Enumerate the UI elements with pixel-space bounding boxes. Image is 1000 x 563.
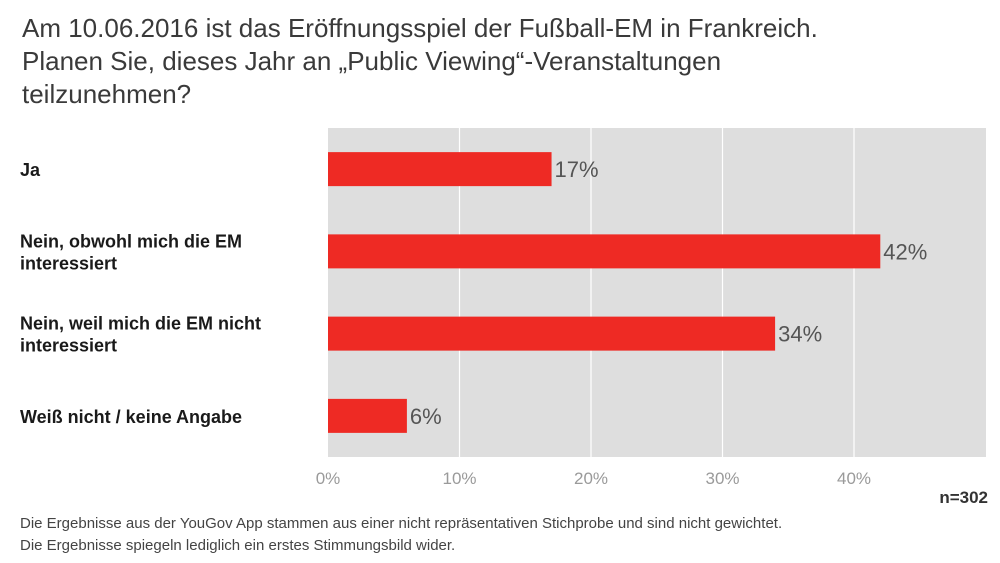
category-label: Ja xyxy=(20,160,41,180)
x-tick-label: 10% xyxy=(442,469,476,488)
x-tick-label: 40% xyxy=(837,469,871,488)
data-label: 34% xyxy=(778,322,822,347)
x-tick-label: 20% xyxy=(574,469,608,488)
bar xyxy=(328,234,881,269)
category-label: Weiß nicht / keine Angabe xyxy=(20,407,242,427)
data-label: 42% xyxy=(883,239,927,264)
category-label: Nein, weil mich die EM nicht interessiert xyxy=(20,314,261,356)
data-label: 6% xyxy=(410,404,442,429)
x-tick-label: 0% xyxy=(316,469,341,488)
x-tick-label: 30% xyxy=(705,469,739,488)
title-line: Planen Sie, dieses Jahr an „Public Viewi… xyxy=(22,46,722,76)
bar xyxy=(328,316,776,351)
bar xyxy=(328,398,407,433)
bar xyxy=(328,152,552,187)
chart-title: Am 10.06.2016 ist das Eröffnungsspiel de… xyxy=(22,12,922,111)
category-label: Nein, obwohl mich die EM interessiert xyxy=(20,231,242,273)
footnote-line: Die Ergebnisse spiegeln lediglich ein er… xyxy=(20,537,456,554)
footnote-line: Die Ergebnisse aus der YouGov App stamme… xyxy=(20,515,783,532)
title-line: Am 10.06.2016 ist das Eröffnungsspiel de… xyxy=(22,13,818,43)
sample-size: n=302 xyxy=(939,488,988,507)
footnote: Die Ergebnisse aus der YouGov App stamme… xyxy=(20,513,782,557)
title-line: teilzunehmen? xyxy=(22,79,192,109)
data-label: 17% xyxy=(555,157,599,182)
